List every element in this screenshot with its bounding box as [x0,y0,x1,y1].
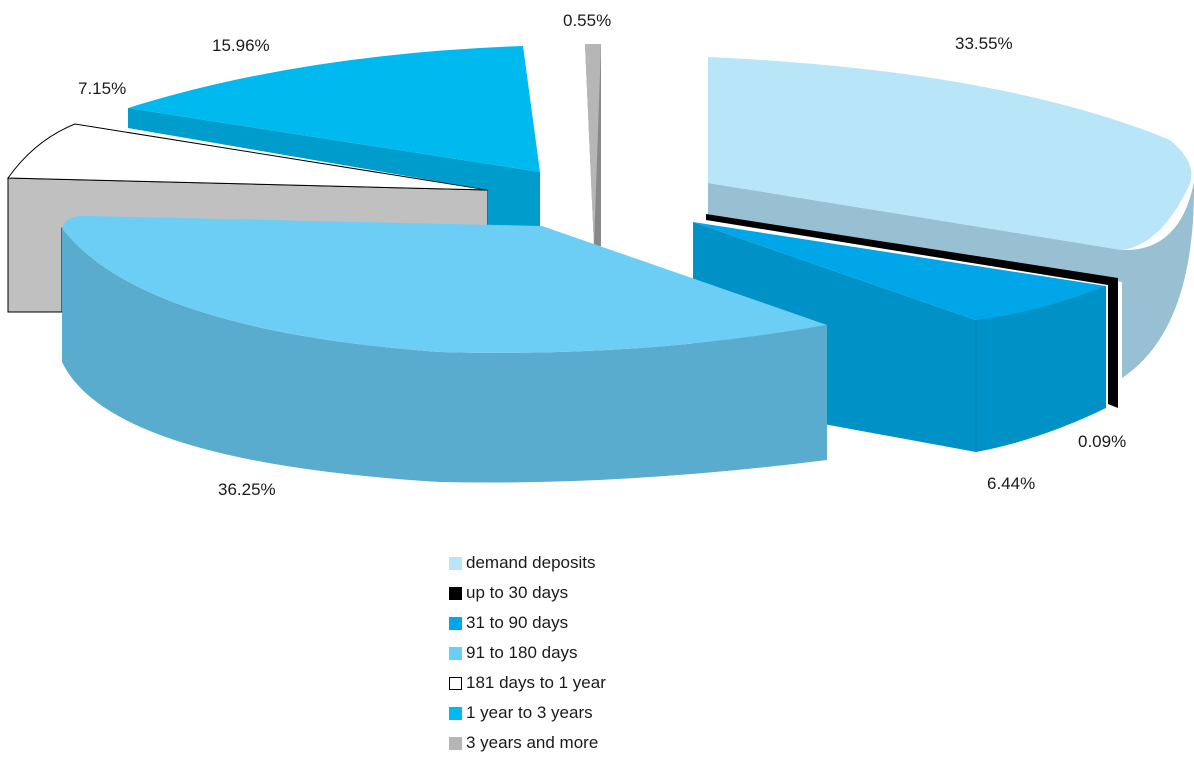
legend-label: 3 years and more [466,733,599,752]
legend-label: demand deposits [466,553,596,572]
legend-swatch [449,736,462,750]
legend-item: 91 to 180 days [449,638,606,668]
data-label-1-year-to-3-years: 15.96% [212,36,270,55]
legend-item: 181 days to 1 year [449,668,606,698]
legend-label: 181 days to 1 year [466,673,606,692]
pie-slice-up-to-30-days [706,214,1118,408]
data-label-31-to-90-days: 6.44% [987,474,1035,493]
legend-label: up to 30 days [466,583,569,602]
legend-swatch [449,706,462,720]
legend-swatch [449,676,462,690]
data-label-3-years-and-more: 0.55% [563,11,611,30]
pie-slice-3-years-and-more [585,44,601,246]
pie-slice-91-to-180-days [62,215,827,483]
legend-item: up to 30 days [449,578,606,608]
data-label-up-to-30-days: 0.09% [1078,432,1126,451]
legend-swatch [449,556,462,570]
legend-swatch [449,586,462,600]
legend-swatch [449,616,462,630]
legend-label: 91 to 180 days [466,643,578,662]
data-label-181-days-to-1-year: 7.15% [78,79,126,98]
legend: demand deposits up to 30 days 31 to 90 d… [449,548,606,758]
legend-item: 1 year to 3 years [449,698,606,728]
data-label-91-to-180-days: 36.25% [218,480,276,499]
pie-chart: 33.55% 0.09% 6.44% 36.25% 7.15% 15.96% 0… [7,11,1194,499]
legend-item: 3 years and more [449,728,606,758]
legend-swatch [449,646,462,660]
legend-item: 31 to 90 days [449,608,606,638]
legend-item: demand deposits [449,548,606,578]
legend-label: 1 year to 3 years [466,703,593,722]
pie-slice-demand-deposits [708,57,1194,378]
pie-slice-1-year-to-3-years [128,46,540,228]
legend-label: 31 to 90 days [466,613,569,632]
data-label-demand-deposits: 33.55% [955,34,1013,53]
